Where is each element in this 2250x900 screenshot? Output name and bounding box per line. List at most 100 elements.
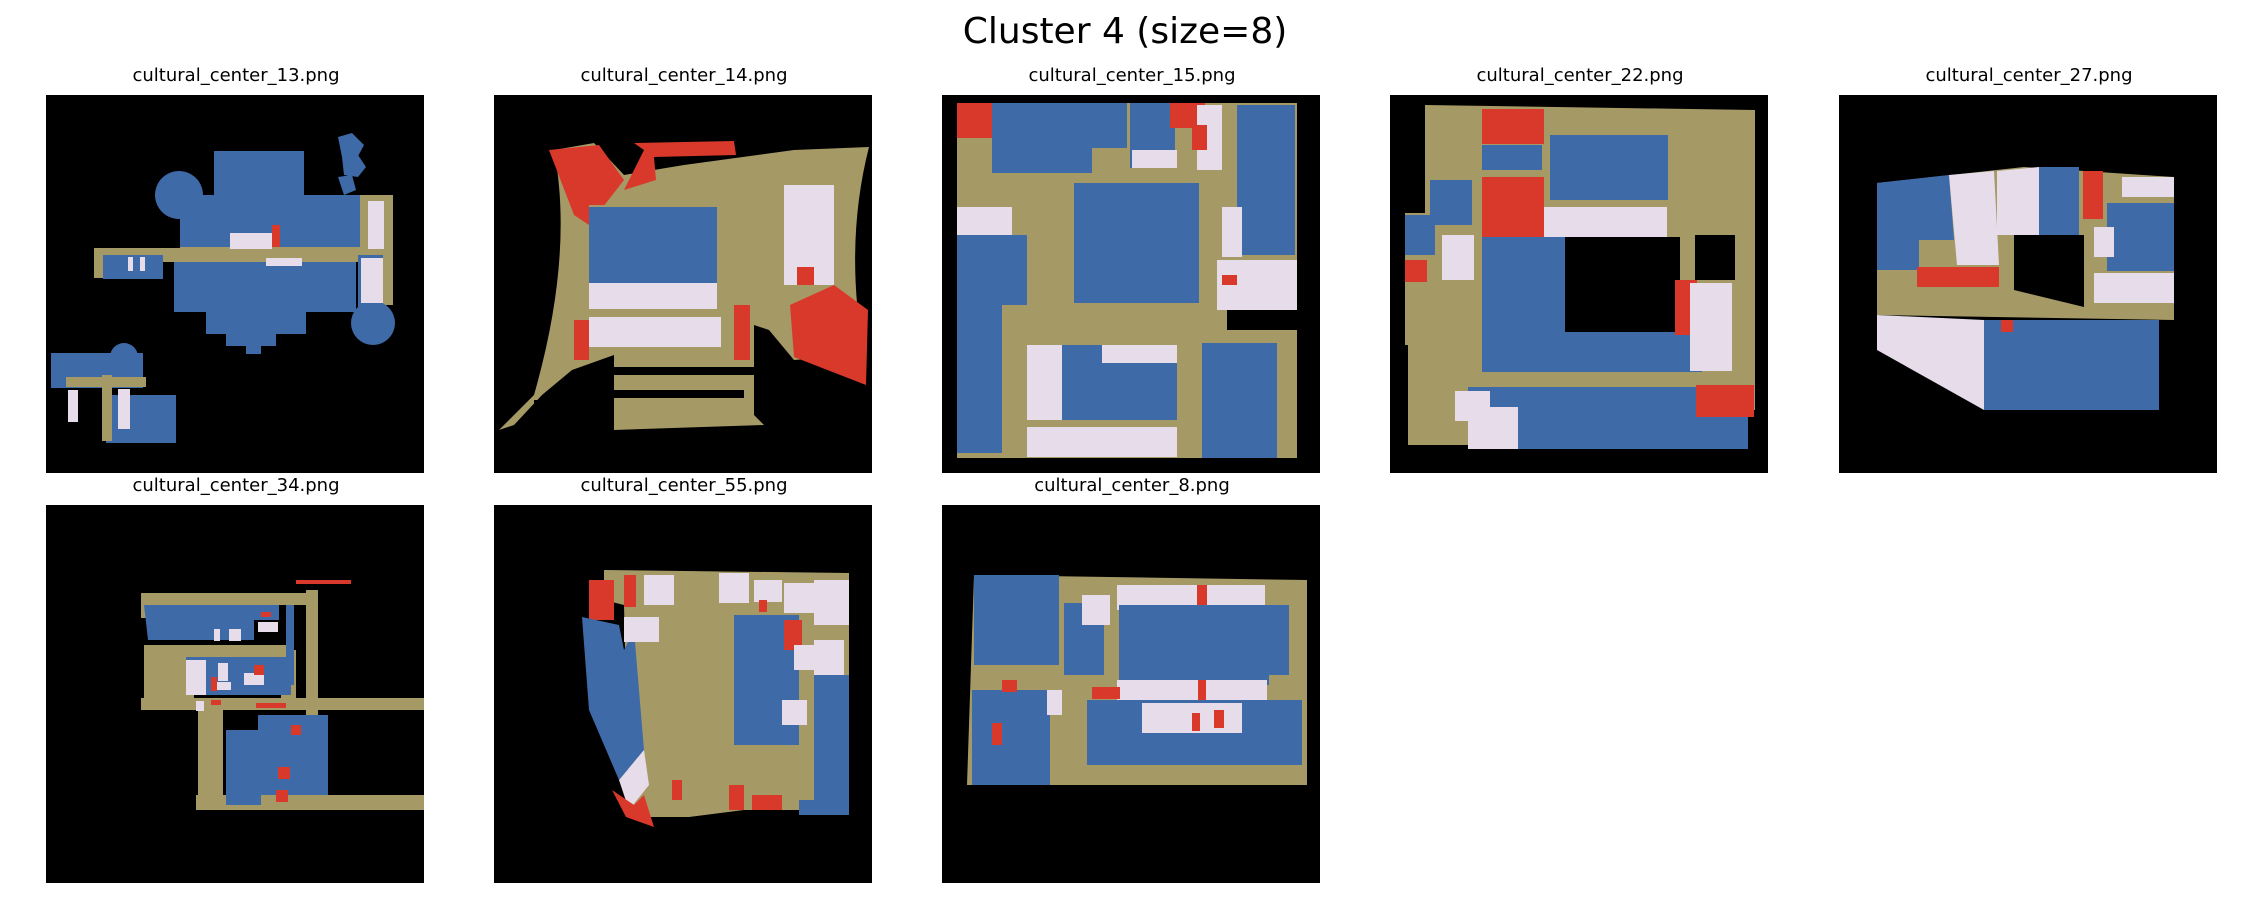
corridor bbox=[659, 670, 739, 750]
room bbox=[624, 575, 636, 607]
room bbox=[1082, 595, 1110, 625]
background bbox=[614, 367, 754, 375]
floorplan-image bbox=[141, 580, 424, 810]
room bbox=[582, 617, 644, 780]
room bbox=[644, 575, 674, 605]
room bbox=[140, 257, 145, 271]
room bbox=[229, 629, 241, 641]
room bbox=[1949, 171, 1999, 265]
room bbox=[790, 285, 868, 385]
room bbox=[1074, 183, 1199, 303]
floorplan-image bbox=[51, 133, 395, 443]
room bbox=[1222, 207, 1242, 257]
room bbox=[1132, 150, 1177, 168]
room bbox=[1690, 283, 1732, 371]
room bbox=[1002, 680, 1017, 692]
room bbox=[211, 677, 217, 691]
room bbox=[589, 207, 717, 287]
room bbox=[246, 346, 261, 354]
room bbox=[1482, 332, 1702, 372]
room bbox=[624, 141, 736, 190]
room bbox=[278, 767, 290, 779]
room bbox=[814, 580, 849, 625]
room bbox=[144, 605, 254, 640]
room bbox=[1877, 240, 1919, 270]
room bbox=[214, 629, 220, 641]
room bbox=[244, 673, 264, 685]
room bbox=[276, 790, 288, 802]
room bbox=[1192, 713, 1200, 731]
corridor bbox=[141, 593, 306, 605]
room bbox=[752, 795, 782, 810]
room bbox=[1482, 109, 1544, 144]
room bbox=[1214, 710, 1224, 728]
room bbox=[549, 145, 624, 225]
room bbox=[2083, 171, 2103, 219]
room bbox=[1877, 315, 1984, 410]
thumbnail-caption: cultural_center_8.png bbox=[1034, 475, 1230, 496]
corridor bbox=[198, 698, 223, 808]
thumbnail-caption: cultural_center_13.png bbox=[132, 65, 340, 86]
floorplan-thumbnail bbox=[942, 95, 1320, 473]
room bbox=[338, 133, 364, 160]
room bbox=[206, 312, 306, 334]
floorplan-image bbox=[957, 103, 1297, 458]
room bbox=[1198, 680, 1206, 705]
floorplan-image bbox=[499, 141, 869, 430]
room bbox=[68, 390, 78, 422]
room bbox=[957, 207, 1012, 237]
room bbox=[1092, 103, 1127, 148]
room bbox=[214, 151, 304, 196]
room bbox=[759, 600, 767, 612]
room bbox=[2122, 177, 2174, 197]
room bbox=[186, 660, 206, 695]
corridor bbox=[181, 645, 286, 657]
corridor bbox=[102, 375, 112, 441]
room bbox=[794, 645, 814, 670]
floorplan-image bbox=[967, 575, 1307, 785]
background bbox=[2014, 235, 2084, 307]
room bbox=[226, 730, 261, 805]
room bbox=[2107, 203, 2174, 271]
room bbox=[211, 700, 221, 705]
room bbox=[574, 320, 589, 360]
thumbnail-caption: cultural_center_27.png bbox=[1925, 65, 2133, 86]
room bbox=[729, 785, 744, 810]
room bbox=[784, 620, 802, 650]
thumbnail-caption: cultural_center_22.png bbox=[1476, 65, 1684, 86]
room bbox=[342, 155, 366, 177]
room bbox=[1482, 145, 1542, 170]
room bbox=[2094, 273, 2174, 303]
room bbox=[218, 663, 228, 681]
room bbox=[1197, 585, 1207, 607]
floorplan-thumbnail bbox=[942, 505, 1320, 883]
room bbox=[1027, 427, 1177, 457]
room bbox=[174, 262, 356, 312]
room bbox=[957, 235, 1002, 453]
room bbox=[1482, 177, 1544, 237]
room bbox=[1192, 125, 1207, 150]
room bbox=[1267, 605, 1289, 675]
room bbox=[1202, 343, 1277, 458]
floorplan-image bbox=[1877, 167, 2174, 410]
thumbnail-caption: cultural_center_34.png bbox=[132, 475, 340, 496]
floorplan-thumbnail bbox=[494, 95, 872, 473]
room bbox=[1490, 391, 1538, 407]
room bbox=[624, 617, 659, 642]
room bbox=[782, 700, 807, 725]
room bbox=[368, 201, 384, 249]
floorplan-thumbnail bbox=[46, 95, 424, 473]
room bbox=[814, 640, 844, 680]
thumbnail-caption: cultural_center_14.png bbox=[580, 65, 788, 86]
room bbox=[754, 580, 782, 602]
room bbox=[2039, 167, 2079, 235]
room bbox=[1102, 345, 1177, 363]
room bbox=[1027, 345, 1062, 420]
room bbox=[296, 580, 351, 584]
room bbox=[814, 675, 849, 805]
room bbox=[254, 665, 264, 675]
room bbox=[672, 780, 682, 800]
thumbnail-caption: cultural_center_15.png bbox=[1028, 65, 1236, 86]
room bbox=[719, 573, 749, 603]
room bbox=[1455, 391, 1470, 421]
